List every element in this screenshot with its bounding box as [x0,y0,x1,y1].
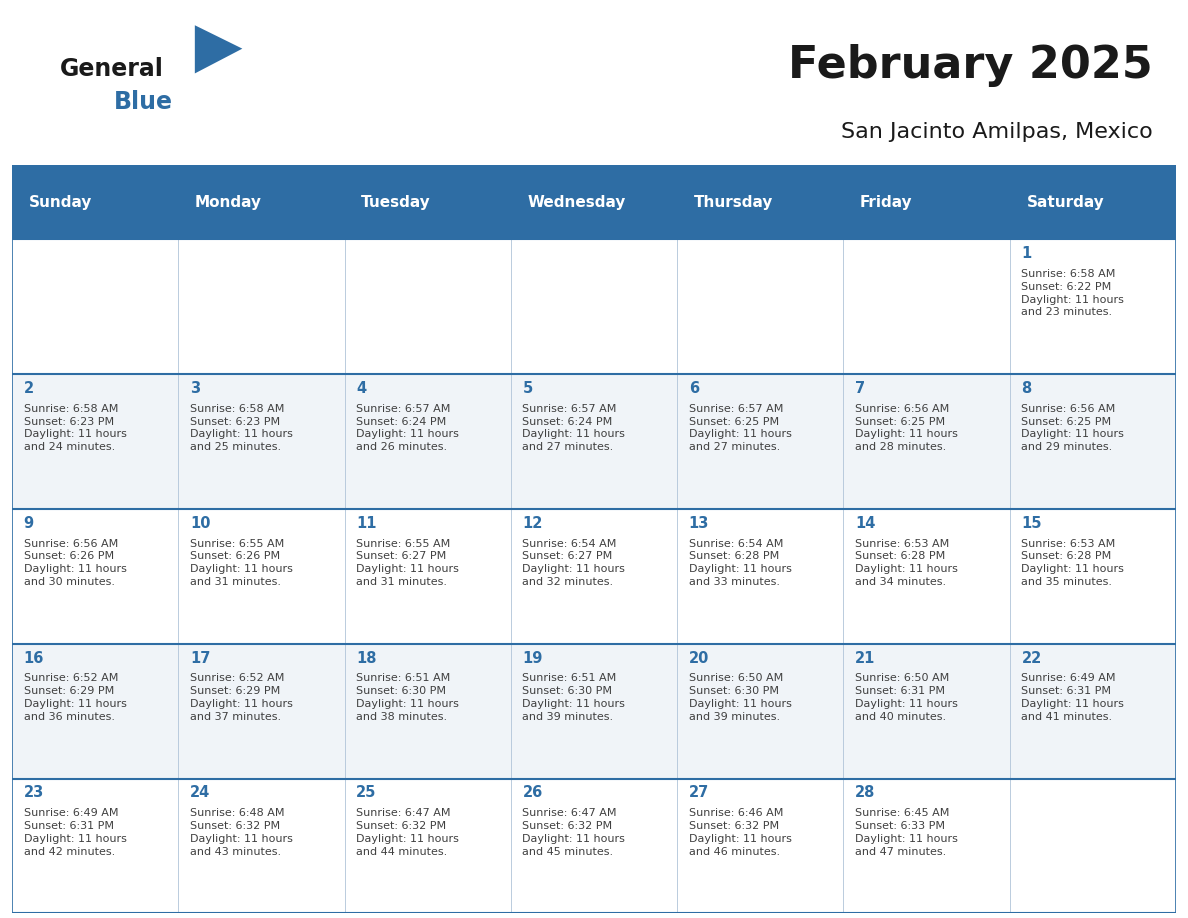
Text: Sunrise: 6:54 AM
Sunset: 6:27 PM
Daylight: 11 hours
and 32 minutes.: Sunrise: 6:54 AM Sunset: 6:27 PM Dayligh… [523,539,625,587]
Text: 11: 11 [356,516,377,531]
Text: Sunrise: 6:46 AM
Sunset: 6:32 PM
Daylight: 11 hours
and 46 minutes.: Sunrise: 6:46 AM Sunset: 6:32 PM Dayligh… [689,808,791,856]
Text: Sunrise: 6:49 AM
Sunset: 6:31 PM
Daylight: 11 hours
and 42 minutes.: Sunrise: 6:49 AM Sunset: 6:31 PM Dayligh… [24,808,126,856]
Text: 2: 2 [24,381,33,396]
Text: 22: 22 [1022,651,1042,666]
Text: Sunrise: 6:57 AM
Sunset: 6:24 PM
Daylight: 11 hours
and 27 minutes.: Sunrise: 6:57 AM Sunset: 6:24 PM Dayligh… [523,404,625,453]
Bar [12,644,1176,778]
Text: Sunrise: 6:50 AM
Sunset: 6:31 PM
Daylight: 11 hours
and 40 minutes.: Sunrise: 6:50 AM Sunset: 6:31 PM Dayligh… [855,674,958,722]
Text: 10: 10 [190,516,210,531]
Text: 12: 12 [523,516,543,531]
Text: 13: 13 [689,516,709,531]
Text: Thursday: Thursday [694,195,773,210]
Text: Sunrise: 6:53 AM
Sunset: 6:28 PM
Daylight: 11 hours
and 34 minutes.: Sunrise: 6:53 AM Sunset: 6:28 PM Dayligh… [855,539,958,587]
Text: 7: 7 [855,381,865,396]
Text: San Jacinto Amilpas, Mexico: San Jacinto Amilpas, Mexico [841,121,1152,141]
Text: Sunrise: 6:50 AM
Sunset: 6:30 PM
Daylight: 11 hours
and 39 minutes.: Sunrise: 6:50 AM Sunset: 6:30 PM Dayligh… [689,674,791,722]
Text: 26: 26 [523,785,543,800]
Text: Sunrise: 6:51 AM
Sunset: 6:30 PM
Daylight: 11 hours
and 39 minutes.: Sunrise: 6:51 AM Sunset: 6:30 PM Dayligh… [523,674,625,722]
Text: 18: 18 [356,651,377,666]
Text: General: General [59,57,163,81]
Text: Sunrise: 6:57 AM
Sunset: 6:24 PM
Daylight: 11 hours
and 26 minutes.: Sunrise: 6:57 AM Sunset: 6:24 PM Dayligh… [356,404,459,453]
Text: Tuesday: Tuesday [361,195,431,210]
Text: 15: 15 [1022,516,1042,531]
Text: Friday: Friday [860,195,912,210]
Bar [12,509,1176,644]
Polygon shape [195,25,242,73]
Bar [12,240,1176,375]
Text: 27: 27 [689,785,709,800]
Bar [12,165,1176,240]
Text: Sunrise: 6:56 AM
Sunset: 6:25 PM
Daylight: 11 hours
and 28 minutes.: Sunrise: 6:56 AM Sunset: 6:25 PM Dayligh… [855,404,958,453]
Text: Sunrise: 6:53 AM
Sunset: 6:28 PM
Daylight: 11 hours
and 35 minutes.: Sunrise: 6:53 AM Sunset: 6:28 PM Dayligh… [1022,539,1124,587]
Text: Sunrise: 6:57 AM
Sunset: 6:25 PM
Daylight: 11 hours
and 27 minutes.: Sunrise: 6:57 AM Sunset: 6:25 PM Dayligh… [689,404,791,453]
Text: 6: 6 [689,381,699,396]
Text: 19: 19 [523,651,543,666]
Text: 21: 21 [855,651,876,666]
Text: Sunrise: 6:52 AM
Sunset: 6:29 PM
Daylight: 11 hours
and 36 minutes.: Sunrise: 6:52 AM Sunset: 6:29 PM Dayligh… [24,674,126,722]
Text: 9: 9 [24,516,33,531]
Text: 5: 5 [523,381,532,396]
Bar [12,778,1176,913]
Text: Sunrise: 6:49 AM
Sunset: 6:31 PM
Daylight: 11 hours
and 41 minutes.: Sunrise: 6:49 AM Sunset: 6:31 PM Dayligh… [1022,674,1124,722]
Text: 8: 8 [1022,381,1031,396]
Text: Sunrise: 6:52 AM
Sunset: 6:29 PM
Daylight: 11 hours
and 37 minutes.: Sunrise: 6:52 AM Sunset: 6:29 PM Dayligh… [190,674,292,722]
Text: Sunrise: 6:48 AM
Sunset: 6:32 PM
Daylight: 11 hours
and 43 minutes.: Sunrise: 6:48 AM Sunset: 6:32 PM Dayligh… [190,808,292,856]
Text: 20: 20 [689,651,709,666]
Text: Saturday: Saturday [1026,195,1104,210]
Text: Sunrise: 6:51 AM
Sunset: 6:30 PM
Daylight: 11 hours
and 38 minutes.: Sunrise: 6:51 AM Sunset: 6:30 PM Dayligh… [356,674,459,722]
Text: 16: 16 [24,651,44,666]
Text: Sunrise: 6:56 AM
Sunset: 6:25 PM
Daylight: 11 hours
and 29 minutes.: Sunrise: 6:56 AM Sunset: 6:25 PM Dayligh… [1022,404,1124,453]
Bar [12,375,1176,509]
Text: Sunrise: 6:58 AM
Sunset: 6:23 PM
Daylight: 11 hours
and 24 minutes.: Sunrise: 6:58 AM Sunset: 6:23 PM Dayligh… [24,404,126,453]
Text: 17: 17 [190,651,210,666]
Text: Sunrise: 6:45 AM
Sunset: 6:33 PM
Daylight: 11 hours
and 47 minutes.: Sunrise: 6:45 AM Sunset: 6:33 PM Dayligh… [855,808,958,856]
Text: Sunrise: 6:56 AM
Sunset: 6:26 PM
Daylight: 11 hours
and 30 minutes.: Sunrise: 6:56 AM Sunset: 6:26 PM Dayligh… [24,539,126,587]
Text: Sunday: Sunday [29,195,91,210]
Text: Blue: Blue [114,90,173,114]
Text: 25: 25 [356,785,377,800]
Text: February 2025: February 2025 [788,43,1152,86]
Text: Sunrise: 6:47 AM
Sunset: 6:32 PM
Daylight: 11 hours
and 45 minutes.: Sunrise: 6:47 AM Sunset: 6:32 PM Dayligh… [523,808,625,856]
Text: 4: 4 [356,381,366,396]
Text: Wednesday: Wednesday [527,195,626,210]
Text: Sunrise: 6:47 AM
Sunset: 6:32 PM
Daylight: 11 hours
and 44 minutes.: Sunrise: 6:47 AM Sunset: 6:32 PM Dayligh… [356,808,459,856]
Text: 28: 28 [855,785,876,800]
Text: 23: 23 [24,785,44,800]
Text: 24: 24 [190,785,210,800]
Text: Sunrise: 6:55 AM
Sunset: 6:27 PM
Daylight: 11 hours
and 31 minutes.: Sunrise: 6:55 AM Sunset: 6:27 PM Dayligh… [356,539,459,587]
Text: Monday: Monday [195,195,261,210]
Text: Sunrise: 6:54 AM
Sunset: 6:28 PM
Daylight: 11 hours
and 33 minutes.: Sunrise: 6:54 AM Sunset: 6:28 PM Dayligh… [689,539,791,587]
Text: Sunrise: 6:58 AM
Sunset: 6:22 PM
Daylight: 11 hours
and 23 minutes.: Sunrise: 6:58 AM Sunset: 6:22 PM Dayligh… [1022,269,1124,318]
Text: Sunrise: 6:58 AM
Sunset: 6:23 PM
Daylight: 11 hours
and 25 minutes.: Sunrise: 6:58 AM Sunset: 6:23 PM Dayligh… [190,404,292,453]
Text: 14: 14 [855,516,876,531]
Text: 3: 3 [190,381,200,396]
Text: Sunrise: 6:55 AM
Sunset: 6:26 PM
Daylight: 11 hours
and 31 minutes.: Sunrise: 6:55 AM Sunset: 6:26 PM Dayligh… [190,539,292,587]
Text: 1: 1 [1022,246,1031,261]
